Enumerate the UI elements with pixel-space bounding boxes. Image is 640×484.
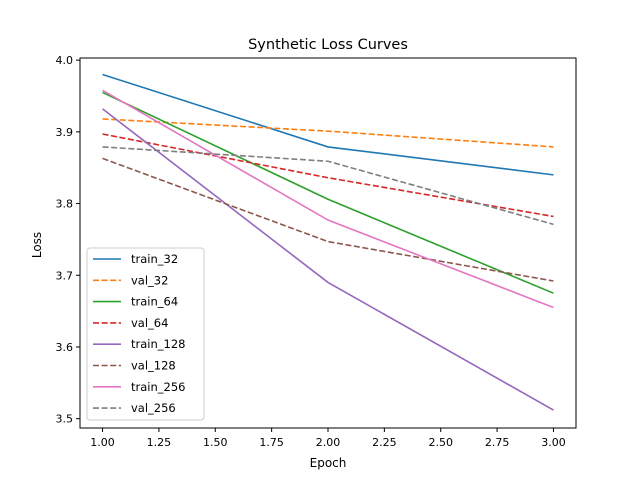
legend-label-train_128: train_128 <box>131 337 185 351</box>
legend-label-train_256: train_256 <box>131 380 185 394</box>
legend-label-val_32: val_32 <box>131 273 168 287</box>
x-tick-label: 2.25 <box>372 436 397 449</box>
legend-label-val_256: val_256 <box>131 401 176 415</box>
x-tick-label: 1.75 <box>259 436 284 449</box>
x-tick-label: 2.50 <box>428 436 453 449</box>
legend-label-val_128: val_128 <box>131 359 176 373</box>
x-tick-label: 2.75 <box>485 436 510 449</box>
y-tick-label: 3.5 <box>56 413 74 426</box>
y-tick-label: 3.9 <box>56 126 74 139</box>
x-tick-label: 1.00 <box>90 436 115 449</box>
x-axis-label: Epoch <box>310 456 347 470</box>
x-tick-label: 1.50 <box>203 436 228 449</box>
legend: train_32 val_32 train_64 val_64 train_128val… <box>87 248 204 420</box>
x-tick-label: 2.00 <box>316 436 341 449</box>
chart-title: Synthetic Loss Curves <box>248 37 408 53</box>
legend-label-train_64: train_64 <box>131 295 178 309</box>
y-tick-label: 3.8 <box>56 198 74 211</box>
legend-label-val_64: val_64 <box>131 316 168 330</box>
y-axis-label: Loss <box>30 232 44 258</box>
x-tick-label: 1.25 <box>147 436 172 449</box>
y-tick-label: 3.7 <box>56 269 74 282</box>
y-tick-label: 4.0 <box>56 54 74 67</box>
x-tick-label: 3.00 <box>541 436 566 449</box>
legend-label-train_32: train_32 <box>131 252 178 266</box>
y-tick-label: 3.6 <box>56 341 74 354</box>
